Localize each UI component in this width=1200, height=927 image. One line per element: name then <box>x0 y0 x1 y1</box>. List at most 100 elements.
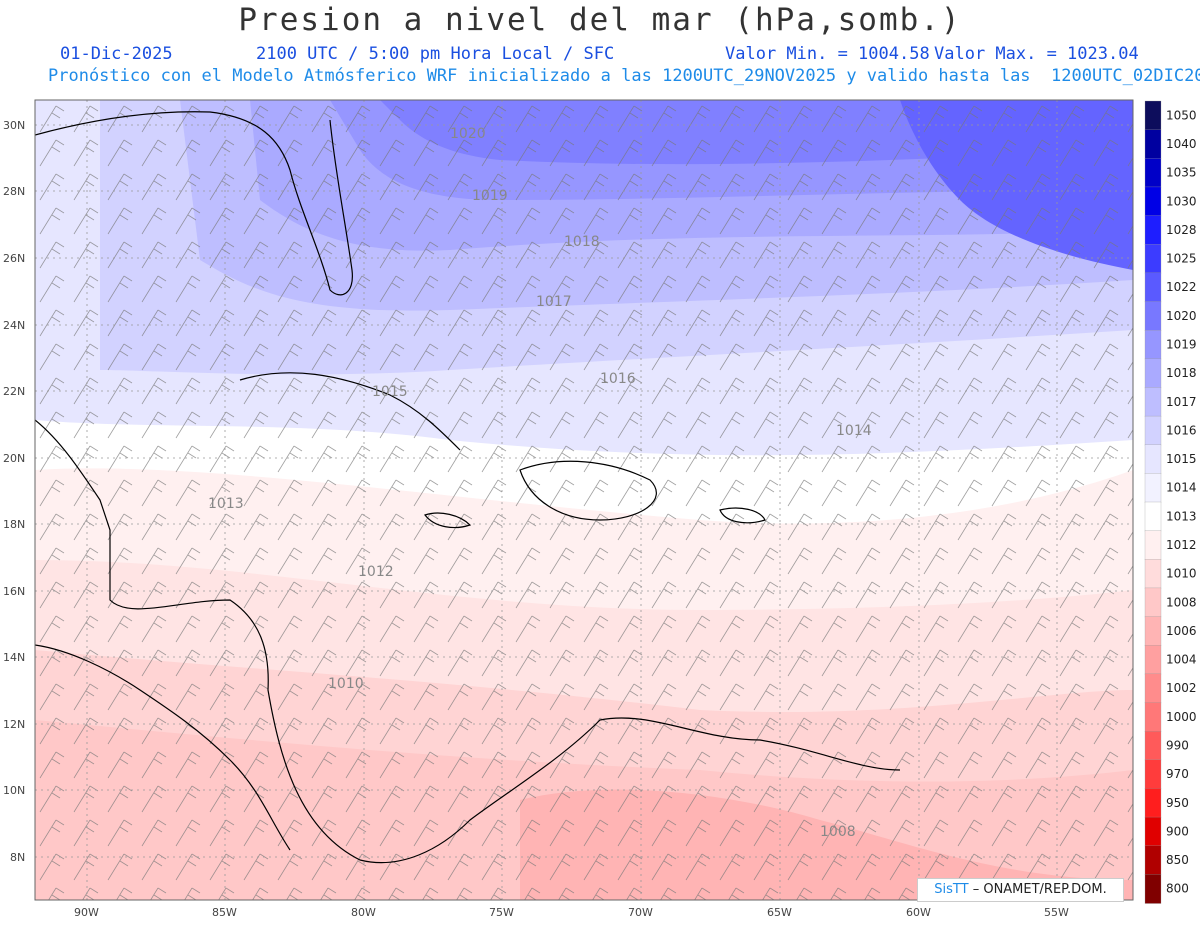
svg-text:12N: 12N <box>3 718 25 731</box>
colorbar-swatch <box>1144 645 1162 675</box>
colorbar-swatch <box>1144 215 1162 245</box>
credit-brand: SisTT <box>934 882 969 897</box>
colorbar-swatch <box>1144 845 1162 876</box>
contour-1010: 1010 <box>328 676 364 692</box>
svg-text:85W: 85W <box>212 906 237 919</box>
colorbar-swatch <box>1144 272 1162 303</box>
colorbar-label: 1025 <box>1166 252 1197 266</box>
colorbar-swatch <box>1144 587 1162 618</box>
svg-text:55W: 55W <box>1044 906 1069 919</box>
credit-box: SisTT – ONAMET/REP.DOM. <box>917 878 1124 902</box>
colorbar-swatch <box>1144 244 1162 274</box>
colorbar-swatch <box>1144 129 1162 159</box>
colorbar-swatch <box>1144 387 1162 417</box>
contour-1017: 1017 <box>536 294 572 310</box>
svg-text:14N: 14N <box>3 651 25 664</box>
credit-org: – ONAMET/REP.DOM. <box>972 882 1107 897</box>
lat-labels: 30N 28N 26N 24N 22N 20N 18N 16N 14N 12N … <box>3 119 25 864</box>
svg-text:10N: 10N <box>3 784 25 797</box>
colorbar-label: 1015 <box>1166 452 1197 466</box>
min-value: Valor Min. = 1004.58 <box>725 44 930 64</box>
colorbar-label: 1000 <box>1166 710 1197 724</box>
colorbar-swatch <box>1144 874 1162 904</box>
svg-text:28N: 28N <box>3 185 25 198</box>
colorbar-label: 1004 <box>1166 653 1197 667</box>
colorbar-label: 800 <box>1166 882 1189 896</box>
svg-text:75W: 75W <box>489 906 514 919</box>
colorbar-label: 1017 <box>1166 395 1197 409</box>
colorbar-swatch <box>1144 788 1162 818</box>
colorbar-label: 1014 <box>1166 481 1197 495</box>
coastlines <box>35 111 901 864</box>
colorbar-label: 1020 <box>1166 309 1197 323</box>
contour-1016: 1016 <box>600 371 636 387</box>
colorbar: 1050 1040 1035 1030 1028 1025 1022 1020 1019 1018… <box>1144 100 1197 904</box>
contour-1020: 1020 <box>450 126 486 142</box>
colorbar-label: 1035 <box>1166 166 1197 180</box>
forecast-time: 2100 UTC / 5:00 pm Hora Local / SFC <box>256 44 615 64</box>
colorbar-label: 900 <box>1166 824 1189 838</box>
svg-text:60W: 60W <box>906 906 931 919</box>
colorbar-swatch <box>1144 702 1162 732</box>
colorbar-swatch <box>1144 501 1162 532</box>
svg-text:90W: 90W <box>74 906 99 919</box>
contour-1012: 1012 <box>358 564 394 580</box>
contour-1018: 1018 <box>564 234 600 250</box>
svg-text:20N: 20N <box>3 452 25 465</box>
contour-1015: 1015 <box>372 384 408 400</box>
colorbar-label: 1050 <box>1166 108 1197 122</box>
colorbar-label: 1030 <box>1166 194 1197 208</box>
colorbar-label: 970 <box>1166 767 1189 781</box>
colorbar-swatch <box>1144 730 1162 761</box>
svg-text:80W: 80W <box>351 906 376 919</box>
colorbar-label: 1002 <box>1166 681 1197 695</box>
colorbar-swatch <box>1144 100 1162 131</box>
colorbar-label: 1019 <box>1166 337 1197 351</box>
colorbar-swatch <box>1144 530 1162 560</box>
colorbar-label: 990 <box>1166 738 1189 752</box>
colorbar-swatch <box>1144 616 1162 646</box>
contour-labels: 1020 1019 1018 1017 1016 1015 1014 1013 … <box>208 126 872 840</box>
colorbar-label: 1010 <box>1166 567 1197 581</box>
colorbar-swatch <box>1144 559 1162 589</box>
contour-1014: 1014 <box>836 423 872 439</box>
colorbar-swatch <box>1144 473 1162 503</box>
svg-text:70W: 70W <box>628 906 653 919</box>
contour-1013: 1013 <box>208 496 244 512</box>
svg-text:22N: 22N <box>3 385 25 398</box>
colorbar-label: 1016 <box>1166 423 1197 437</box>
colorbar-swatch <box>1144 358 1162 389</box>
colorbar-label: 950 <box>1166 796 1189 810</box>
lon-labels: 90W 85W 80W 75W 70W 65W 60W 55W <box>74 906 1069 919</box>
svg-text:30N: 30N <box>3 119 25 132</box>
colorbar-swatch <box>1144 158 1162 188</box>
svg-text:18N: 18N <box>3 518 25 531</box>
colorbar-swatch <box>1144 673 1162 704</box>
svg-text:24N: 24N <box>3 319 25 332</box>
colorbar-label: 1013 <box>1166 509 1197 523</box>
forecast-date: 01-Dic-2025 <box>60 44 173 64</box>
colorbar-label: 850 <box>1166 853 1189 867</box>
colorbar-label: 1006 <box>1166 624 1197 638</box>
max-value: Valor Max. = 1023.04 <box>934 44 1139 64</box>
colorbar-swatch <box>1144 759 1162 790</box>
contour-1008: 1008 <box>820 824 856 840</box>
colorbar-label: 1022 <box>1166 280 1197 294</box>
svg-text:65W: 65W <box>767 906 792 919</box>
colorbar-label: 1008 <box>1166 595 1197 609</box>
colorbar-swatch <box>1144 329 1162 360</box>
colorbar-swatch <box>1144 444 1162 475</box>
model-info: Pronóstico con el Modelo Atmósferico WRF… <box>48 66 1200 86</box>
contour-1019: 1019 <box>472 188 508 204</box>
colorbar-swatch <box>1144 186 1162 217</box>
colorbar-swatch <box>1144 415 1162 446</box>
colorbar-swatch <box>1144 301 1162 331</box>
map-title: Presion a nivel del mar (hPa,somb.) <box>238 2 962 38</box>
pressure-field <box>35 100 1133 900</box>
colorbar-label: 1018 <box>1166 366 1197 380</box>
colorbar-label: 1040 <box>1166 137 1197 151</box>
colorbar-swatch <box>1144 816 1162 847</box>
pressure-map: 1020 1019 1018 1017 1016 1015 1014 1013 … <box>3 99 1197 919</box>
svg-text:16N: 16N <box>3 585 25 598</box>
svg-text:26N: 26N <box>3 252 25 265</box>
